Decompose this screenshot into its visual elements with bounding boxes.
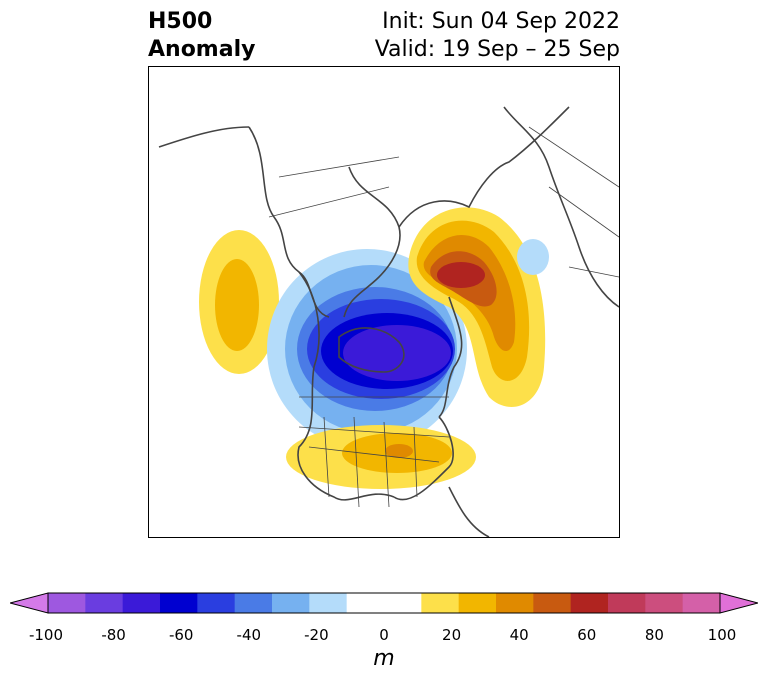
colorbar-tick-label: 60 — [577, 626, 597, 644]
colorbar-min-arrow — [10, 592, 49, 614]
colorbar-segment — [496, 593, 534, 613]
colorbar-segment — [645, 593, 684, 613]
colorbar-tick-label: -80 — [101, 626, 126, 644]
colorbar-segment — [122, 593, 161, 613]
colorbar-segment — [160, 593, 198, 613]
political-borders — [268, 126, 619, 508]
title-variable: H500 — [148, 9, 213, 34]
colorbar-outline — [47, 592, 721, 614]
colorbar — [10, 592, 758, 614]
colorbar-tick-label: 0 — [379, 626, 389, 644]
title-right: Init: Sun 04 Sep 2022 Valid: 19 Sep – 25… — [375, 8, 620, 64]
colorbar-max-arrow — [719, 592, 758, 614]
contour-neg60 — [343, 325, 451, 381]
contour-30 — [215, 259, 259, 351]
contour-40 — [385, 444, 413, 458]
pacific-ridge — [199, 230, 279, 374]
colorbar-segment — [608, 593, 646, 613]
colorbar-tick-label: -20 — [304, 626, 329, 644]
title-type: Anomaly — [148, 37, 256, 62]
colorbar-segment — [234, 593, 273, 613]
colorbar-tick-label: -100 — [28, 626, 64, 644]
colorbar-units: m — [373, 646, 395, 671]
colorbar-tick-label: -60 — [168, 626, 194, 644]
colorbar-tick-label: 80 — [644, 626, 664, 644]
colorbar-tick-label: 40 — [509, 626, 529, 644]
coastlines — [158, 106, 619, 537]
colorbar-tick-label: 100 — [707, 626, 737, 644]
colorbar-segment — [570, 593, 609, 613]
title-left: H500 Anomaly — [148, 8, 255, 64]
us-ridge — [286, 425, 476, 489]
contour-60 — [437, 262, 485, 288]
colorbar-segment — [85, 593, 124, 613]
greenland-ridge — [408, 207, 546, 407]
colorbar-segment — [272, 593, 310, 613]
colorbar-segment — [48, 593, 86, 613]
colorbar-segments — [48, 593, 721, 613]
map-panel — [148, 66, 620, 538]
colorbar-segment — [197, 593, 236, 613]
colorbar-segment — [533, 593, 572, 613]
colorbar-segment — [384, 593, 422, 613]
init-date: Init: Sun 04 Sep 2022 — [382, 9, 620, 34]
scandinavia-trough — [517, 239, 549, 275]
valid-range: Valid: 19 Sep – 25 Sep — [374, 37, 620, 62]
colorbar-segment — [346, 593, 385, 613]
canada-trough — [267, 249, 467, 449]
colorbar-segment — [458, 593, 497, 613]
colorbar-segment — [682, 593, 721, 613]
colorbar-segment — [421, 593, 460, 613]
colorbar-segment — [309, 593, 348, 613]
colorbar-tick-label: 20 — [442, 626, 462, 644]
anomaly-map — [158, 106, 619, 537]
colorbar-tick-label: -40 — [236, 626, 262, 644]
